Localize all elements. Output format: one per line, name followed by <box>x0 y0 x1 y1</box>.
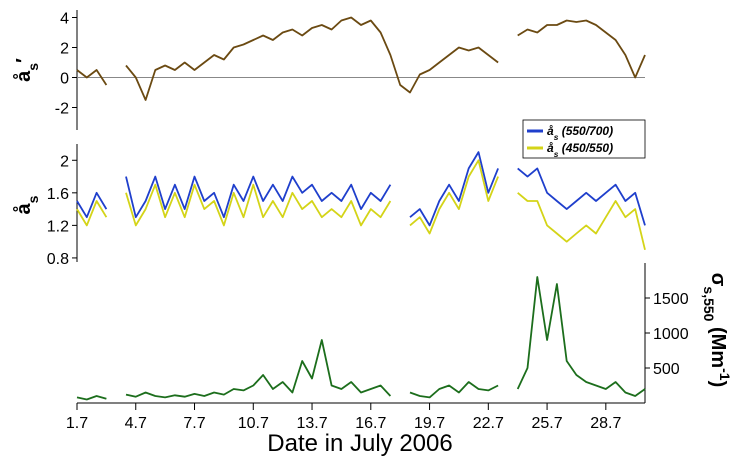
y-tick-label: 1000 <box>653 326 689 343</box>
x-tick-label: 22.7 <box>473 415 504 432</box>
y-tick-label: 500 <box>653 361 680 378</box>
data-line <box>76 151 646 227</box>
label-part: å <box>12 202 35 214</box>
label-part: σ <box>707 273 729 287</box>
legend-label: ås (550/700) <box>547 124 613 142</box>
label-part: s <box>554 149 559 159</box>
legend-box <box>522 119 646 159</box>
x-tick-label: 16.7 <box>355 415 386 432</box>
x-tick-label: 10.7 <box>238 415 269 432</box>
legend-label: ås (450/550) <box>547 141 613 159</box>
y-tick-label: 1.6 <box>47 186 69 203</box>
x-tick-label: 28.7 <box>590 415 621 432</box>
x-tick-label: 4.7 <box>125 415 147 432</box>
x-axis-label: Date in July 2006 <box>267 430 452 457</box>
x-tick-label: 7.7 <box>183 415 205 432</box>
x-tick-label: 19.7 <box>414 415 445 432</box>
label-part: å <box>12 70 35 82</box>
x-tick-label: 25.7 <box>531 415 562 432</box>
y-tick-label: 1.2 <box>47 218 69 235</box>
label-part: -1 <box>717 368 733 381</box>
data-line <box>76 16 646 101</box>
label-part: s <box>25 195 41 203</box>
y-tick-label: 2 <box>60 153 69 170</box>
label-part: ′ <box>13 58 35 63</box>
y-tick-label: 2 <box>60 41 69 58</box>
label-part: s,550 <box>701 286 717 321</box>
y-tick-label: 4 <box>60 11 69 28</box>
label-part: s <box>25 63 41 71</box>
y-tick-label: 0 <box>60 71 69 88</box>
y-tick-label: -2 <box>55 101 69 118</box>
label-part: ) <box>707 381 729 388</box>
data-line <box>76 276 646 401</box>
label-part: å <box>547 124 554 138</box>
x-tick-label: 13.7 <box>296 415 327 432</box>
label-part: (450/550) <box>558 141 613 155</box>
y-axis-label: ås <box>12 195 41 214</box>
label-part: s <box>554 132 559 142</box>
y-tick-label: 0.8 <box>47 251 69 268</box>
y-tick-label: 1500 <box>653 291 689 308</box>
label-part: å <box>547 141 554 155</box>
x-tick-label: 1.7 <box>66 415 88 432</box>
y-axis-label: σs,550 (Mm-1) <box>701 273 733 388</box>
data-line <box>76 159 646 251</box>
y-axis-label: ås′ <box>12 58 41 82</box>
label-part: (Mm <box>707 321 729 368</box>
label-part: (550/700) <box>558 124 613 138</box>
